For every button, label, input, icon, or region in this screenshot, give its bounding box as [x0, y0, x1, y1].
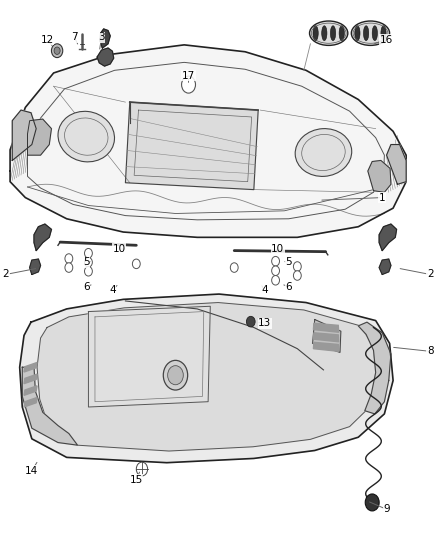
Text: 3: 3: [98, 33, 105, 43]
Text: 6: 6: [285, 281, 292, 292]
Polygon shape: [34, 224, 51, 251]
Circle shape: [136, 462, 148, 476]
Polygon shape: [24, 386, 37, 395]
Ellipse shape: [322, 26, 327, 41]
Ellipse shape: [58, 111, 114, 162]
Circle shape: [272, 256, 279, 266]
Circle shape: [293, 262, 301, 271]
Ellipse shape: [295, 128, 352, 176]
Polygon shape: [97, 48, 114, 66]
Polygon shape: [30, 259, 41, 274]
Ellipse shape: [372, 26, 378, 41]
Text: 5: 5: [285, 257, 292, 267]
Circle shape: [293, 271, 301, 280]
Text: 13: 13: [258, 318, 271, 328]
Polygon shape: [314, 342, 339, 351]
Text: 2: 2: [427, 270, 433, 279]
Circle shape: [132, 259, 140, 269]
Circle shape: [85, 257, 92, 267]
Text: 2: 2: [3, 270, 9, 279]
Polygon shape: [314, 333, 339, 342]
Polygon shape: [379, 224, 396, 251]
Circle shape: [65, 254, 73, 263]
Text: 9: 9: [383, 504, 390, 514]
Circle shape: [65, 263, 73, 272]
Polygon shape: [12, 110, 36, 160]
Polygon shape: [314, 323, 339, 332]
Text: 8: 8: [427, 346, 433, 357]
Ellipse shape: [313, 26, 318, 41]
Ellipse shape: [339, 26, 344, 41]
Text: 10: 10: [112, 244, 125, 254]
Polygon shape: [20, 294, 393, 463]
Text: 15: 15: [130, 475, 143, 484]
Circle shape: [230, 263, 238, 272]
Ellipse shape: [355, 26, 360, 41]
Polygon shape: [125, 102, 258, 190]
Text: 1: 1: [379, 192, 385, 203]
Text: 6: 6: [83, 281, 89, 292]
Polygon shape: [368, 160, 391, 192]
Polygon shape: [100, 29, 110, 48]
Polygon shape: [24, 374, 37, 384]
Text: 17: 17: [182, 70, 195, 80]
Text: 4: 4: [109, 285, 116, 295]
Circle shape: [54, 47, 60, 54]
Text: 12: 12: [40, 35, 54, 45]
Text: 7: 7: [71, 33, 78, 43]
Polygon shape: [387, 144, 406, 184]
Text: 14: 14: [25, 466, 39, 475]
Circle shape: [168, 366, 184, 385]
Ellipse shape: [351, 21, 390, 45]
Ellipse shape: [330, 26, 336, 41]
Circle shape: [51, 44, 63, 58]
Polygon shape: [313, 319, 341, 352]
Polygon shape: [358, 322, 391, 414]
Polygon shape: [24, 362, 37, 372]
Text: 5: 5: [83, 257, 89, 267]
Polygon shape: [24, 398, 37, 407]
Ellipse shape: [310, 21, 348, 45]
Polygon shape: [37, 303, 377, 451]
Circle shape: [247, 317, 255, 327]
Polygon shape: [28, 119, 51, 155]
Text: 16: 16: [380, 35, 393, 45]
Circle shape: [85, 266, 92, 276]
Circle shape: [365, 494, 379, 511]
Polygon shape: [88, 306, 210, 407]
Circle shape: [85, 248, 92, 258]
Text: 10: 10: [271, 244, 284, 254]
Ellipse shape: [364, 26, 369, 41]
Circle shape: [272, 266, 279, 276]
Circle shape: [182, 76, 195, 93]
Polygon shape: [22, 367, 78, 445]
Polygon shape: [10, 45, 406, 237]
Circle shape: [163, 360, 187, 390]
Ellipse shape: [381, 26, 386, 41]
Polygon shape: [379, 259, 391, 274]
Circle shape: [272, 276, 279, 285]
Text: 4: 4: [261, 285, 268, 295]
